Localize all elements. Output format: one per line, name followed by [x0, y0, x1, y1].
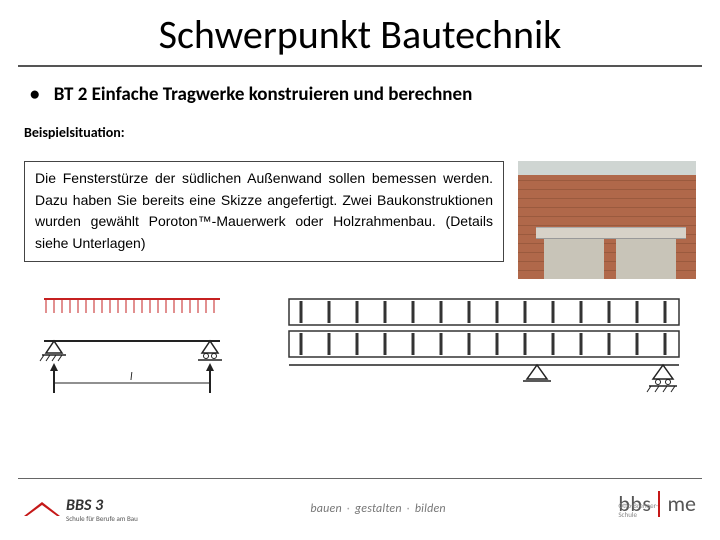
slide-footer: BBS 3 Schule für Berufe am Bau bauen · g… [18, 478, 702, 532]
diagram-row: l [24, 293, 696, 403]
logo-left-text: BBS 3 [66, 496, 138, 515]
tagline-word-3: bilden [415, 502, 446, 516]
logo-left-sub: Schule für Berufe am Bau [66, 515, 138, 522]
tagline-word-2: gestalten [355, 502, 402, 516]
logo-right-sub: Otto-Brenner-Schule [618, 501, 672, 519]
bullet-text: BT 2 Einfache Tragwerke konstruieren und… [54, 83, 473, 106]
roof-icon [24, 502, 60, 516]
example-paragraph: Die Fensterstürze der südlichen Außenwan… [24, 161, 504, 262]
logo-bbsme: bbs me Otto-Brenner-Schule [618, 490, 696, 527]
tagline-word-1: bauen [310, 502, 341, 516]
content-row: Die Fensterstürze der südlichen Außenwan… [24, 161, 696, 279]
subheading: Beispielsituation: [24, 124, 696, 141]
footer-tagline: bauen · gestalten · bilden [310, 502, 445, 516]
bullet-dot: • [30, 83, 39, 106]
brick-wall-photo [518, 161, 696, 279]
beam-diagram-left: l [24, 293, 254, 403]
span-label: l [130, 370, 133, 383]
logo-bbs3: BBS 3 Schule für Berufe am Bau [24, 496, 138, 522]
beam-diagram-right [272, 293, 696, 403]
bullet-line: • BT 2 Einfache Tragwerke konstruieren u… [30, 83, 690, 106]
slide-title: Schwerpunkt Bautechnik [18, 0, 702, 67]
